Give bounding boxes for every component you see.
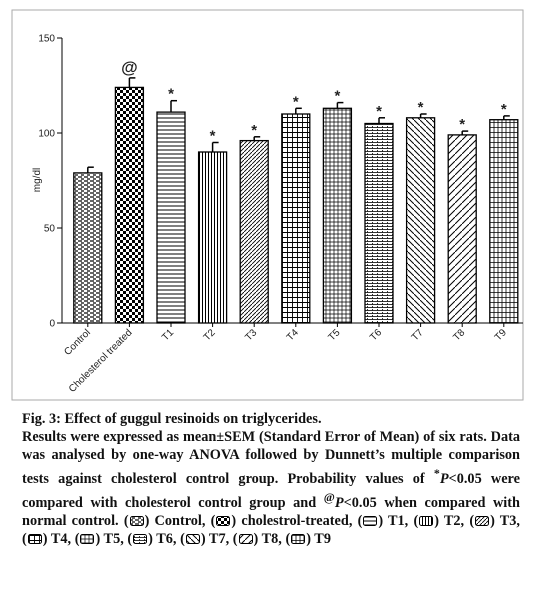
x-tick-label: T8	[451, 327, 467, 343]
swatch	[185, 533, 200, 544]
caption-title: Fig. 3: Effect of guggul resinoids on tr…	[22, 411, 322, 427]
bar	[447, 134, 477, 324]
legend-label: T3,	[499, 512, 521, 529]
swatch	[291, 533, 306, 544]
swatch	[133, 533, 148, 544]
x-tick-label: T4	[285, 327, 301, 343]
legend: () Control, () cholestrol-treated, () T1…	[22, 513, 520, 547]
frame	[11, 9, 524, 401]
legend-swatch	[27, 533, 42, 544]
legend-swatch	[238, 533, 253, 544]
superscript: @	[323, 489, 335, 504]
x-tick-label: Control	[62, 327, 93, 358]
swatch	[363, 515, 378, 526]
x-tick-label: T6	[368, 327, 384, 343]
significance-marker: *	[251, 122, 257, 139]
legend-swatch	[80, 533, 95, 544]
bar	[156, 111, 186, 324]
legend-label: T4,	[50, 530, 72, 547]
x-tick-label: T2	[202, 327, 218, 343]
caption-text-part: Results were expressed as mean±SEM (Stan…	[22, 429, 520, 487]
x-tick-label: T1	[160, 327, 176, 343]
bar	[405, 117, 436, 324]
significance-marker: @	[121, 58, 138, 77]
bar	[364, 122, 394, 324]
legend-item: () T8,	[232, 530, 282, 547]
significance-marker: *	[293, 93, 299, 110]
bar	[114, 86, 145, 324]
legend-item: () T3,	[469, 512, 521, 529]
x-tick-label: T7	[410, 327, 426, 343]
bar	[489, 119, 519, 324]
y-tick-label: 100	[38, 129, 55, 140]
caption-text: Results were expressed as mean±SEM (Stan…	[22, 428, 520, 548]
legend-label: T8,	[261, 530, 282, 547]
legend-swatch	[363, 515, 378, 526]
bar	[239, 139, 269, 324]
caption-text-part: <0.05 when compared with normal control.	[22, 494, 520, 529]
bar	[197, 151, 228, 324]
y-tick-label: 0	[49, 319, 55, 330]
y-axis-label: mg/dl	[32, 168, 43, 192]
swatch	[419, 515, 434, 526]
legend-label: T7,	[208, 530, 230, 547]
significance-marker: *	[210, 128, 216, 145]
x-tick-label: T3	[243, 327, 259, 343]
legend-label: T6,	[156, 530, 177, 547]
swatch	[216, 515, 231, 526]
legend-label: T1,	[388, 512, 409, 529]
legend-label: T5,	[103, 530, 124, 547]
legend-item: () T2,	[413, 512, 465, 529]
legend-label: T2,	[443, 512, 465, 529]
bar	[322, 107, 353, 324]
x-tick-label: T9	[493, 327, 509, 343]
bar	[281, 113, 311, 324]
legend-item: () T5,	[74, 530, 124, 547]
legend-swatch	[129, 515, 144, 526]
superscript: *	[433, 466, 440, 480]
significance-marker: *	[376, 103, 382, 120]
swatch	[475, 515, 490, 526]
legend-item: () T7,	[180, 530, 230, 547]
swatch	[238, 533, 253, 544]
y-tick-label: 150	[38, 34, 55, 45]
y-tick-label: 50	[44, 224, 56, 235]
italic: P	[439, 470, 449, 487]
legend-item: () T4,	[22, 530, 72, 547]
significance-marker: *	[334, 88, 340, 105]
caption-text-part: <0.05 were compared with cholesterol con…	[22, 470, 520, 511]
significance-marker: *	[501, 101, 507, 118]
significance-marker: *	[459, 116, 465, 133]
x-tick-label: T5	[326, 327, 342, 343]
caption: Fig. 3: Effect of guggul resinoids on tr…	[22, 410, 520, 548]
swatch	[27, 533, 42, 544]
legend-swatch	[185, 533, 200, 544]
legend-swatch	[133, 533, 148, 544]
italic: P	[334, 494, 344, 511]
legend-item: () cholestrol-treated,	[210, 512, 353, 529]
legend-item: () T6,	[127, 530, 177, 547]
swatch	[129, 515, 144, 526]
legend-swatch	[419, 515, 434, 526]
legend-label: Control,	[154, 512, 206, 529]
legend-item: () Control,	[123, 512, 206, 529]
legend-swatch	[291, 533, 306, 544]
legend-item: () T9	[285, 530, 331, 547]
legend-label: T9	[314, 530, 331, 547]
swatch	[80, 533, 95, 544]
significance-marker: *	[418, 99, 424, 116]
bar	[73, 172, 103, 324]
legend-swatch	[475, 515, 490, 526]
significance-marker: *	[168, 86, 174, 103]
legend-label: cholestrol-treated,	[241, 512, 353, 529]
legend-swatch	[216, 515, 231, 526]
legend-item: () T1,	[357, 512, 409, 529]
